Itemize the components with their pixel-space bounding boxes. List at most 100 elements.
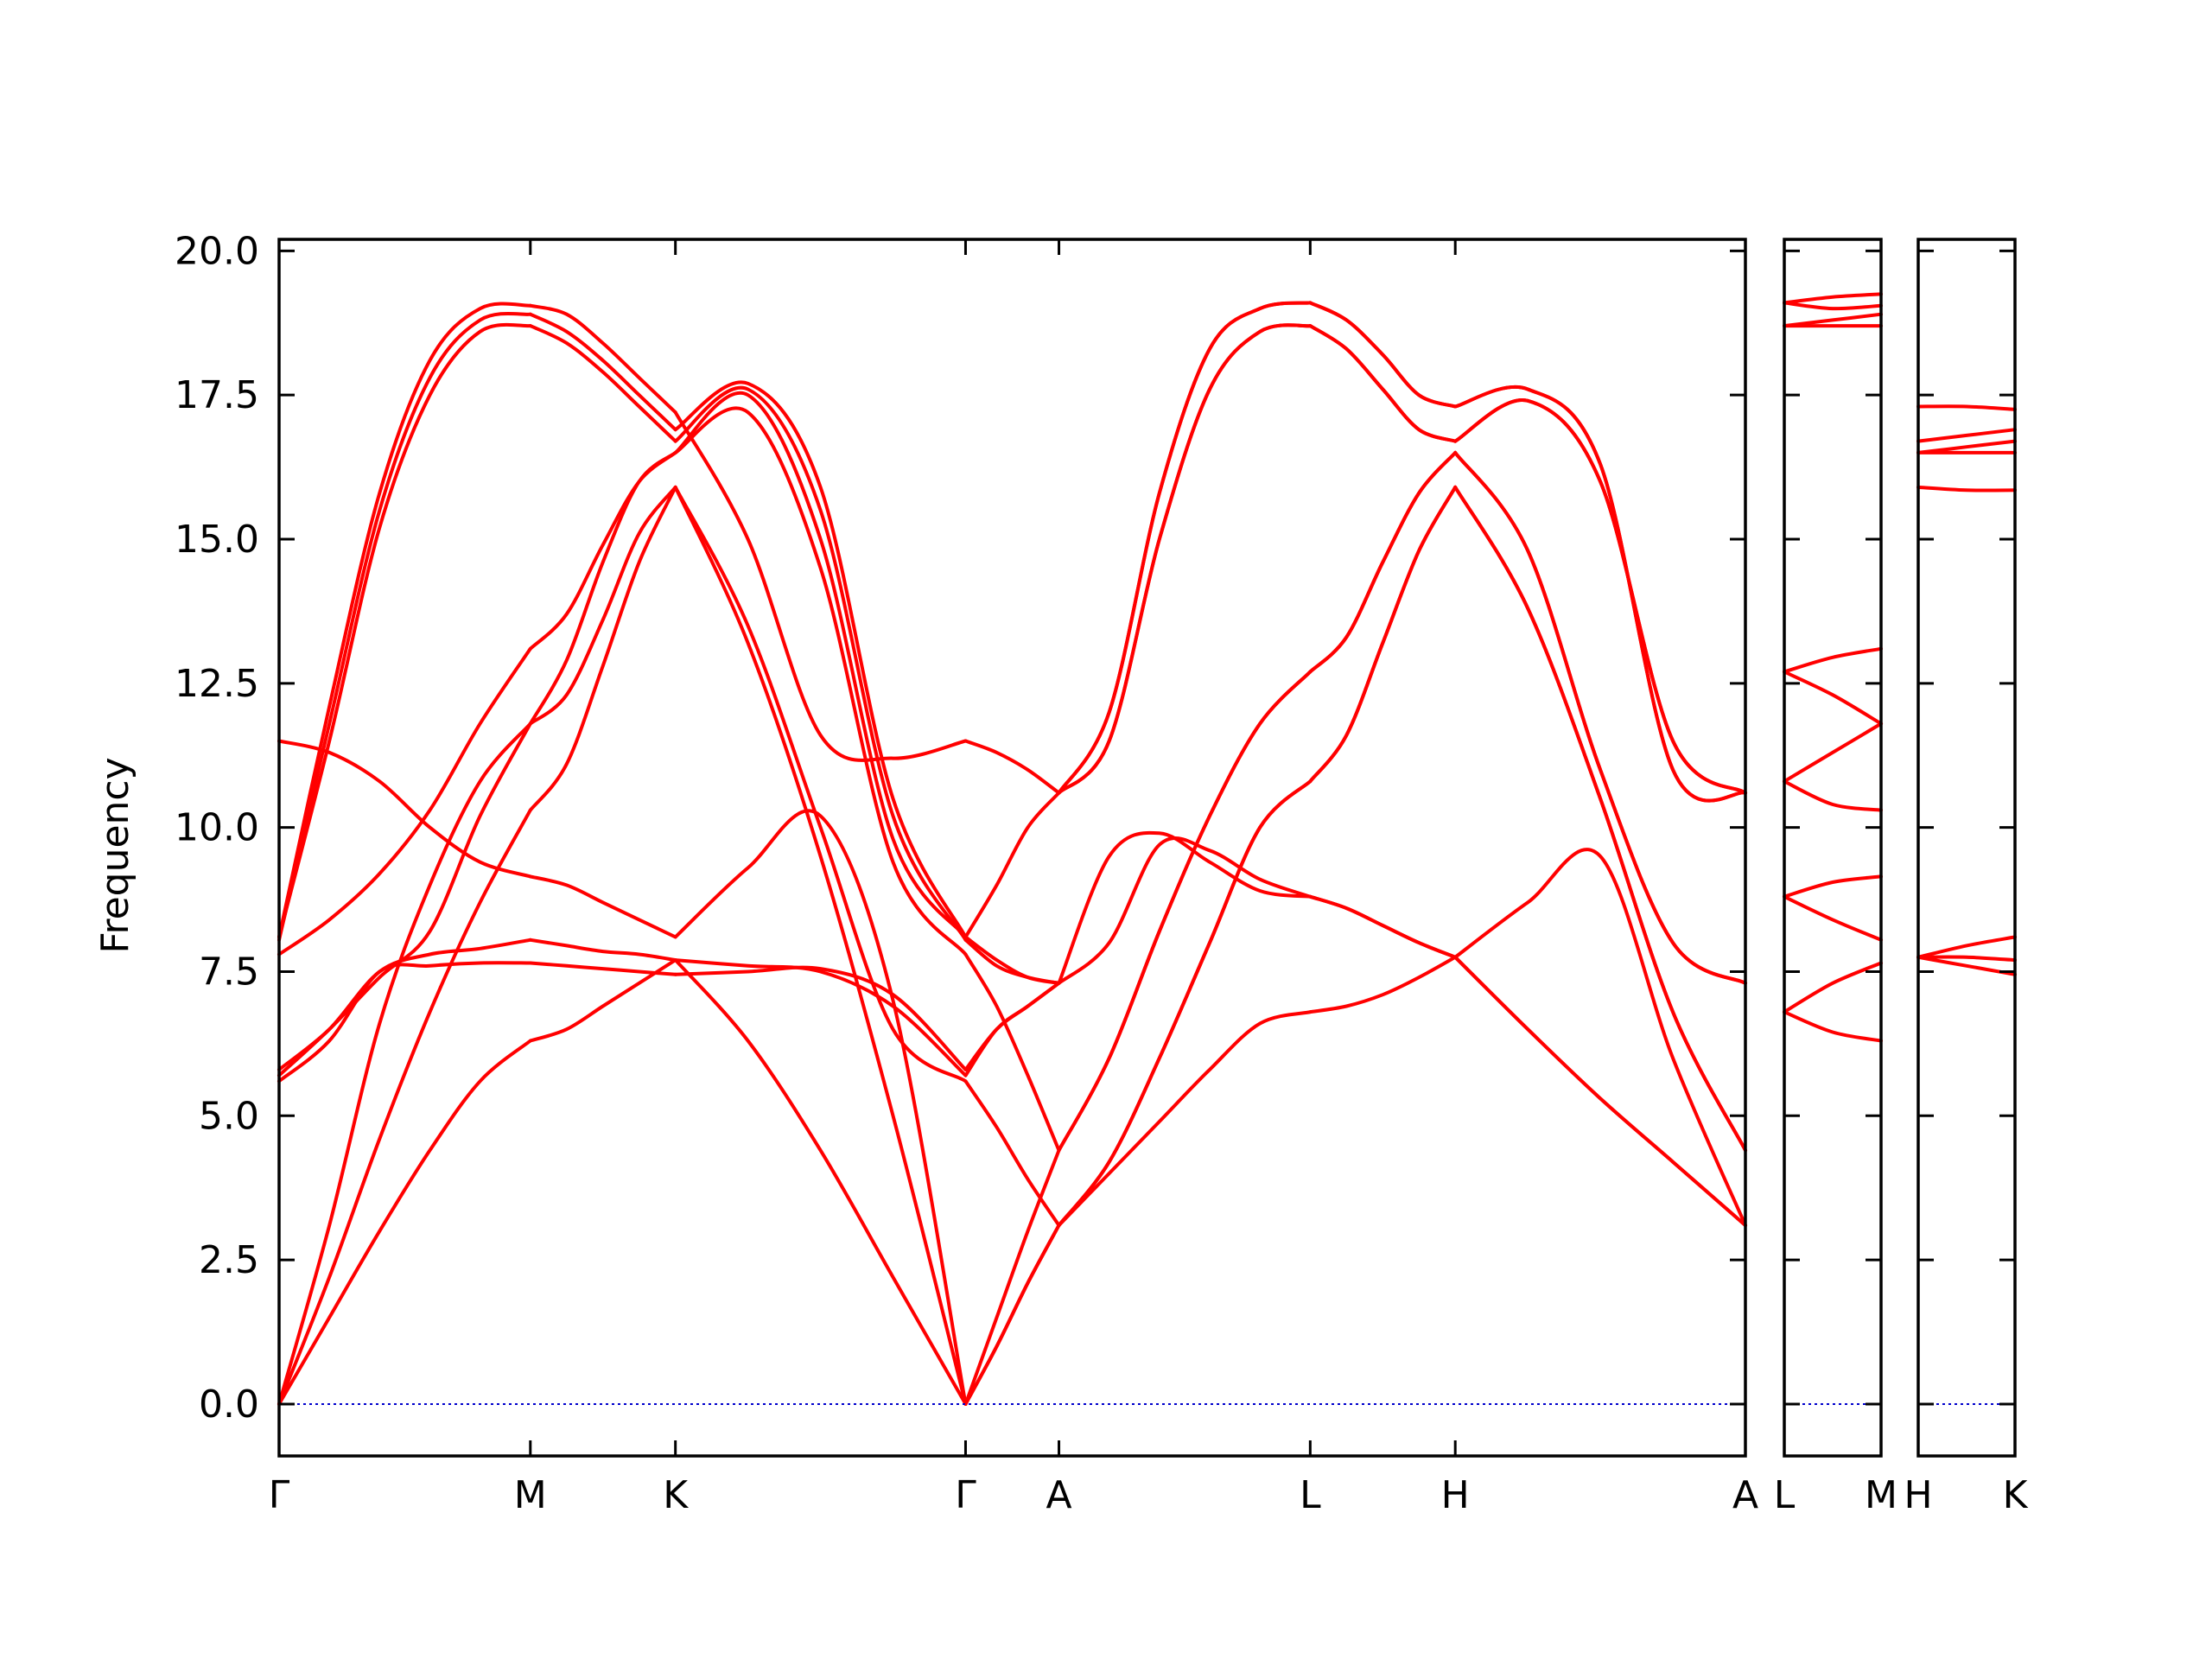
band-line-p1-s0-b5 bbox=[1783, 721, 1883, 784]
band-line-p0-s2-b6 bbox=[673, 391, 968, 939]
band-line-p0-s6-b1 bbox=[1453, 485, 1747, 1153]
band-line-p0-s0-b3 bbox=[277, 961, 532, 1084]
band-line-p0-s0-b2 bbox=[277, 721, 532, 1406]
band-line-p0-s0-b8 bbox=[277, 311, 532, 942]
panel-frame-0 bbox=[277, 238, 1747, 1458]
band-line-p1-s0-b11 bbox=[1783, 292, 1883, 305]
band-line-p0-s4-b6 bbox=[1057, 836, 1313, 985]
band-line-p0-s3-b9 bbox=[963, 739, 1061, 795]
band-line-p0-s3-b6 bbox=[963, 791, 1061, 939]
band-line-p0-s5-b0 bbox=[1308, 955, 1458, 1014]
band-line-p0-s6-b9 bbox=[1453, 397, 1747, 795]
band-line-p0-s4-b0 bbox=[1057, 1010, 1313, 1228]
band-line-p1-s0-b9 bbox=[1783, 312, 1883, 328]
band-line-p0-s3-b8 bbox=[963, 935, 1061, 985]
xtick-label-Γ: Γ bbox=[955, 1473, 976, 1517]
band-line-p1-s0-b1 bbox=[1783, 961, 1883, 1014]
band-line-p0-s2-b5 bbox=[673, 958, 968, 1077]
ytick-label: 0.0 bbox=[199, 1382, 259, 1427]
band-line-p0-s0-b0 bbox=[277, 1039, 532, 1406]
band-line-p0-s5-b1 bbox=[1308, 485, 1458, 784]
band-line-p1-s0-b6 bbox=[1783, 646, 1883, 674]
band-line-p0-s4-b4 bbox=[1057, 323, 1313, 795]
band-line-p0-s2-b4 bbox=[673, 406, 968, 957]
band-line-p2-s0-b1 bbox=[1916, 955, 2017, 963]
band-line-p0-s0-b7 bbox=[277, 322, 532, 939]
band-line-p0-s1-b1 bbox=[528, 485, 677, 812]
xtick-label-L: L bbox=[1300, 1473, 1321, 1517]
band-line-p0-s1-b10 bbox=[528, 874, 677, 939]
xtick-label-M: M bbox=[1865, 1473, 1897, 1517]
band-line-p2-s0-b2 bbox=[1916, 935, 2017, 959]
band-line-p0-s3-b1 bbox=[963, 1224, 1061, 1406]
band-line-p0-s6-b2 bbox=[1453, 450, 1747, 985]
ytick-label: 10.0 bbox=[175, 806, 259, 850]
band-line-p0-s6-b5 bbox=[1453, 385, 1747, 803]
band-line-p0-s1-b5 bbox=[528, 938, 677, 963]
band-line-p2-s0-b6 bbox=[1916, 428, 2017, 443]
band-line-p1-s0-b4 bbox=[1783, 779, 1883, 812]
band-line-p0-s2-b3 bbox=[673, 965, 968, 1071]
ytick-label: 17.5 bbox=[175, 373, 259, 417]
xtick-label-Γ: Γ bbox=[269, 1473, 290, 1517]
band-line-p0-s5-b9 bbox=[1308, 324, 1458, 443]
band-line-p2-s0-b3 bbox=[1916, 485, 2017, 493]
band-line-p0-s1-b8 bbox=[528, 312, 677, 432]
band-line-p0-s4-b10 bbox=[1057, 301, 1313, 795]
band-line-p0-s1-b2 bbox=[528, 485, 677, 726]
xtick-label-H: H bbox=[1441, 1473, 1470, 1517]
band-line-p1-s0-b2 bbox=[1783, 874, 1883, 899]
band-line-p0-s4-b5 bbox=[1057, 301, 1313, 795]
xtick-label-H: H bbox=[1904, 1473, 1932, 1517]
ytick-label: 2.5 bbox=[199, 1238, 259, 1282]
band-line-p0-s3-b4 bbox=[963, 952, 1061, 1153]
band-line-p0-s0-b9 bbox=[277, 302, 532, 939]
band-line-p0-s3-b5 bbox=[963, 981, 1061, 1077]
band-line-p2-s0-b5 bbox=[1916, 439, 2017, 454]
band-line-p0-s0-b6 bbox=[277, 646, 532, 957]
xtick-label-L: L bbox=[1774, 1473, 1796, 1517]
band-line-p0-s1-b6 bbox=[528, 450, 677, 651]
band-line-p0-s5-b7 bbox=[1308, 450, 1458, 674]
ytick-label: 20.0 bbox=[175, 229, 259, 273]
y-axis-label: Frequency bbox=[93, 757, 137, 953]
xtick-label-A: A bbox=[1732, 1473, 1758, 1517]
xtick-label-A: A bbox=[1046, 1473, 1071, 1517]
band-line-p0-s3-b10 bbox=[963, 1148, 1061, 1406]
band-line-p2-s0-b7 bbox=[1916, 404, 2017, 411]
xtick-label-M: M bbox=[514, 1473, 547, 1517]
band-line-p0-s4-b7 bbox=[1057, 670, 1313, 1153]
band-line-p0-s6-b8 bbox=[1453, 485, 1747, 1153]
band-line-p0-s2-b10 bbox=[673, 809, 968, 1406]
band-line-p0-s5-b6 bbox=[1308, 894, 1458, 959]
band-line-p0-s1-b0 bbox=[528, 958, 677, 1043]
band-line-p0-s5-b4 bbox=[1308, 324, 1458, 443]
band-line-p0-s2-b7 bbox=[673, 385, 968, 942]
band-line-p0-s5-b8 bbox=[1308, 485, 1458, 784]
band-line-p0-s3-b3 bbox=[963, 981, 1061, 1071]
band-line-p0-s4-b9 bbox=[1057, 323, 1313, 795]
band-line-p0-s0-b1 bbox=[277, 808, 532, 1406]
band-line-p0-s1-b9 bbox=[528, 303, 677, 415]
band-line-p0-s6-b6 bbox=[1453, 955, 1747, 1228]
band-line-p0-s6-b0 bbox=[1453, 848, 1747, 1228]
band-line-p1-s0-b0 bbox=[1783, 1010, 1883, 1043]
band-line-p0-s6-b7 bbox=[1453, 450, 1747, 985]
band-line-p0-s2-b9 bbox=[673, 410, 968, 762]
band-line-p0-s6-b4 bbox=[1453, 397, 1747, 795]
ytick-label: 7.5 bbox=[199, 950, 259, 994]
xtick-label-K: K bbox=[2003, 1473, 2029, 1517]
band-line-p0-s5-b10 bbox=[1308, 301, 1458, 409]
ytick-label: 12.5 bbox=[175, 662, 259, 706]
panel-frame-2 bbox=[1916, 238, 2017, 1458]
band-line-p0-s6-b10 bbox=[1453, 385, 1747, 803]
band-line-p0-s1-b3 bbox=[528, 961, 677, 976]
band-line-p0-s0-b5 bbox=[277, 938, 532, 1071]
ytick-label: 5.0 bbox=[199, 1094, 259, 1138]
band-line-p1-s0-b3 bbox=[1783, 894, 1883, 942]
band-line-p0-s1-b4 bbox=[528, 450, 677, 726]
ytick-label: 15.0 bbox=[175, 518, 259, 562]
band-line-p0-s2-b0 bbox=[673, 958, 968, 1406]
